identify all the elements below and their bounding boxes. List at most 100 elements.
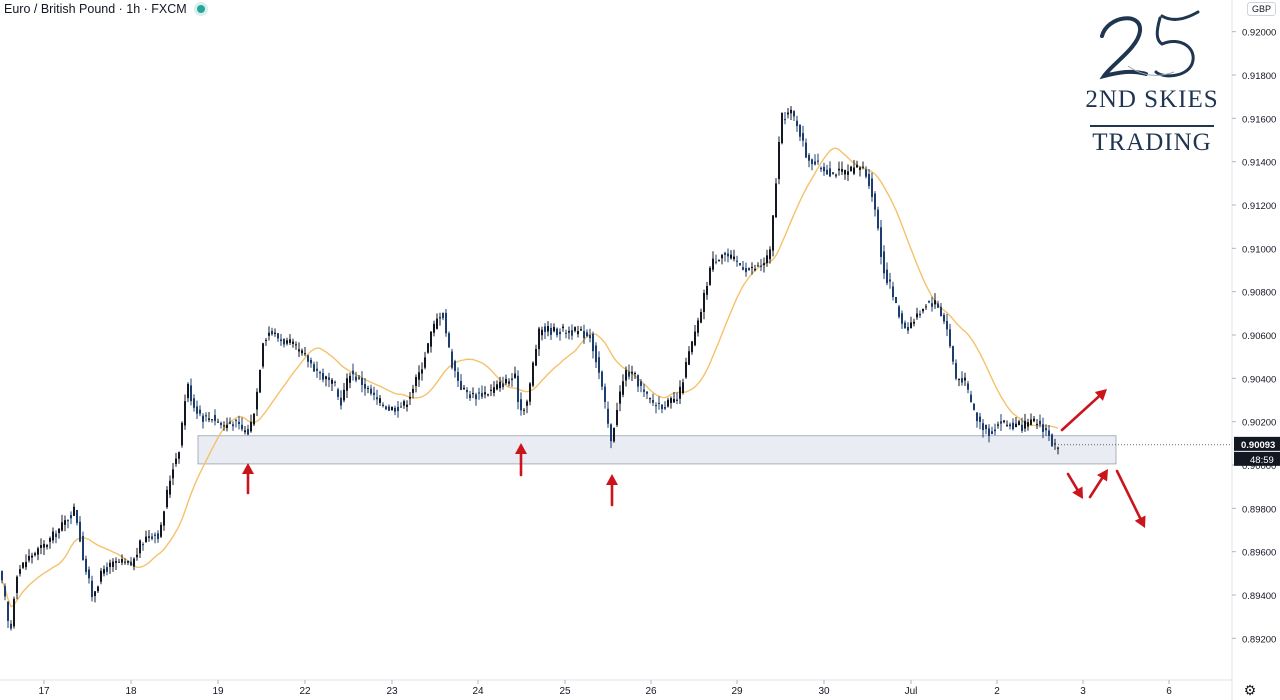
candle-body	[634, 373, 636, 375]
candle-body	[22, 562, 24, 568]
currency-badge[interactable]: GBP	[1247, 2, 1277, 16]
candle	[883, 245, 885, 280]
time-tick-label: 23	[386, 686, 398, 697]
candle-body	[1015, 423, 1017, 428]
candle-body	[964, 377, 966, 381]
candle	[64, 515, 66, 532]
candle-body	[907, 326, 909, 331]
candle	[964, 372, 966, 387]
candle-body	[538, 328, 540, 350]
candle	[166, 486, 168, 509]
candle-body	[94, 591, 96, 597]
candle	[232, 421, 234, 431]
candle	[847, 164, 849, 181]
candle	[949, 323, 951, 349]
candle-body	[169, 480, 171, 495]
candle-body	[955, 363, 957, 379]
scenario-arrow-up-small-head	[1097, 469, 1108, 482]
candle-body	[430, 331, 432, 347]
candle-body	[991, 431, 993, 434]
candle	[346, 373, 348, 399]
candle-body	[196, 406, 198, 414]
candle-body	[499, 381, 501, 389]
candle	[313, 361, 315, 372]
countdown-text: 48:59	[1250, 455, 1274, 466]
candle	[211, 418, 213, 423]
candle	[91, 575, 93, 602]
candle-body	[457, 372, 459, 381]
price-tick-label: 0.89400	[1242, 591, 1276, 602]
candle-body	[43, 543, 45, 548]
candle	[31, 552, 33, 564]
time-tick-label: 25	[559, 686, 571, 697]
candle-body	[409, 396, 411, 399]
candle	[250, 414, 252, 433]
candle	[931, 296, 933, 312]
last-price-badge	[1234, 436, 1280, 451]
candle	[961, 371, 963, 386]
candle-body	[67, 520, 69, 522]
candle	[475, 392, 477, 406]
candle-body	[520, 399, 522, 411]
candle-body	[802, 133, 804, 141]
candle	[238, 415, 240, 430]
candle-body	[16, 576, 18, 593]
candle	[739, 262, 741, 266]
candle-body	[559, 331, 561, 335]
candle	[937, 300, 939, 309]
candle-body	[961, 378, 963, 383]
candle-body	[673, 398, 675, 403]
candle	[784, 112, 786, 125]
price-tick-label: 0.90800	[1242, 288, 1276, 299]
candle-body	[796, 120, 798, 127]
candle	[676, 392, 678, 405]
candle-body	[331, 379, 333, 384]
gear-icon[interactable]: ⚙	[1243, 682, 1257, 698]
candle-body	[172, 469, 174, 479]
candle-body	[106, 567, 108, 572]
candle	[610, 423, 612, 449]
support-touch-arrow-19-head	[242, 463, 254, 474]
candle	[319, 370, 321, 381]
candle-body	[742, 267, 744, 270]
candle	[880, 219, 882, 265]
price-tick-label: 0.90000	[1242, 461, 1276, 472]
candle	[616, 402, 618, 428]
candle	[217, 418, 219, 423]
candle-body	[679, 386, 681, 399]
candle-body	[7, 601, 9, 621]
candle	[667, 397, 669, 408]
candle-body	[376, 397, 378, 400]
candle	[436, 313, 438, 330]
candle	[694, 325, 696, 347]
candle-body	[775, 183, 777, 218]
candle-body	[403, 401, 405, 406]
candle-body	[163, 511, 165, 526]
candle-body	[316, 368, 318, 371]
candle	[466, 387, 468, 399]
candle-body	[238, 421, 240, 425]
candle	[490, 384, 492, 397]
candle	[661, 403, 663, 414]
candle-body	[262, 343, 264, 367]
candle-body	[658, 402, 660, 405]
candle-body	[859, 167, 861, 170]
candle	[469, 390, 471, 401]
candle-body	[916, 313, 918, 318]
candle-body	[913, 321, 915, 324]
candle-body	[442, 312, 444, 319]
candle	[175, 452, 177, 467]
candle	[331, 377, 333, 391]
candle-body	[694, 331, 696, 346]
candle	[394, 405, 396, 416]
candle	[268, 326, 270, 341]
candle-body	[820, 167, 822, 170]
candle	[985, 424, 987, 435]
candle-body	[790, 109, 792, 114]
candle	[352, 363, 354, 381]
candle-body	[241, 424, 243, 430]
candle	[190, 378, 192, 406]
candle	[715, 254, 717, 265]
scenario-arrow-up-shaft	[1060, 395, 1101, 432]
